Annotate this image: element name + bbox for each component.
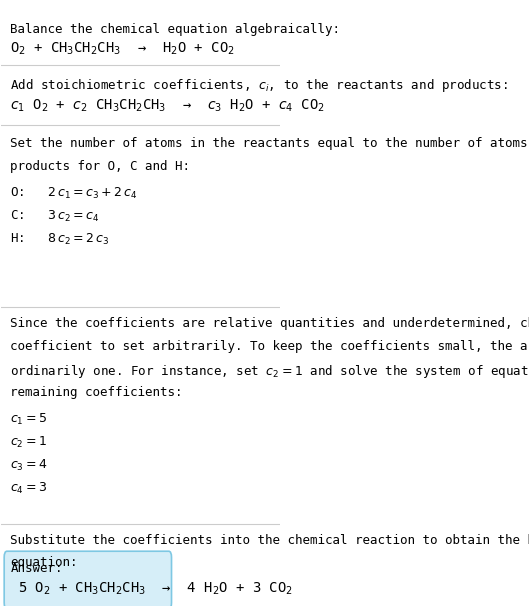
Text: coefficient to set arbitrarily. To keep the coefficients small, the arbitrary va: coefficient to set arbitrarily. To keep … (10, 341, 529, 353)
Text: Substitute the coefficients into the chemical reaction to obtain the balanced: Substitute the coefficients into the che… (10, 534, 529, 548)
Text: 5 O$_2$ + CH$_3$CH$_2$CH$_3$  →  4 H$_2$O + 3 CO$_2$: 5 O$_2$ + CH$_3$CH$_2$CH$_3$ → 4 H$_2$O … (18, 580, 293, 597)
Text: remaining coefficients:: remaining coefficients: (10, 386, 183, 399)
Text: equation:: equation: (10, 556, 77, 569)
Text: Answer:: Answer: (11, 562, 63, 575)
Text: Since the coefficients are relative quantities and underdetermined, choose a: Since the coefficients are relative quan… (10, 317, 529, 330)
Text: $c_2 = 1$: $c_2 = 1$ (10, 435, 47, 450)
Text: Add stoichiometric coefficients, $c_i$, to the reactants and products:: Add stoichiometric coefficients, $c_i$, … (10, 77, 507, 94)
Text: ordinarily one. For instance, set $c_2 = 1$ and solve the system of equations fo: ordinarily one. For instance, set $c_2 =… (10, 364, 529, 381)
Text: O$_2$ + CH$_3$CH$_2$CH$_3$  →  H$_2$O + CO$_2$: O$_2$ + CH$_3$CH$_2$CH$_3$ → H$_2$O + CO… (10, 41, 234, 57)
Text: Set the number of atoms in the reactants equal to the number of atoms in the: Set the number of atoms in the reactants… (10, 137, 529, 151)
Text: $c_4 = 3$: $c_4 = 3$ (10, 481, 47, 497)
Text: $c_1 = 5$: $c_1 = 5$ (10, 412, 47, 427)
Text: Balance the chemical equation algebraically:: Balance the chemical equation algebraica… (10, 22, 340, 36)
Text: C:   $3\,c_2 = c_4$: C: $3\,c_2 = c_4$ (10, 209, 99, 225)
Text: $c_1$ O$_2$ + $c_2$ CH$_3$CH$_2$CH$_3$  →  $c_3$ H$_2$O + $c_4$ CO$_2$: $c_1$ O$_2$ + $c_2$ CH$_3$CH$_2$CH$_3$ →… (10, 98, 325, 115)
Text: $c_3 = 4$: $c_3 = 4$ (10, 458, 47, 473)
Text: products for O, C and H:: products for O, C and H: (10, 160, 190, 174)
Text: O:   $2\,c_1 = c_3 + 2\,c_4$: O: $2\,c_1 = c_3 + 2\,c_4$ (10, 186, 138, 202)
Text: H:   $8\,c_2 = 2\,c_3$: H: $8\,c_2 = 2\,c_3$ (10, 232, 109, 247)
FancyBboxPatch shape (4, 551, 171, 607)
